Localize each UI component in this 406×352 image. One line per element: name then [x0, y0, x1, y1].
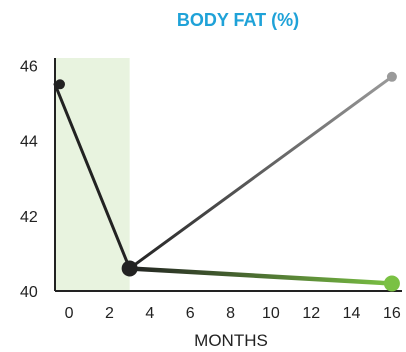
y-tick-label: 40 — [20, 284, 38, 301]
x-tick-label: 12 — [302, 305, 320, 322]
x-tick-labels: 0 2 4 6 8 10 12 14 16 — [65, 305, 401, 322]
point-month-16-green — [383, 275, 400, 292]
chart-title: BODY FAT (%) — [177, 10, 299, 30]
y-tick-labels: 40 42 44 46 — [20, 59, 38, 301]
x-tick-label: 6 — [186, 305, 195, 322]
x-axis-label: MONTHS — [194, 331, 268, 350]
series-line-3 — [127, 266, 395, 286]
y-tick-label: 46 — [20, 59, 38, 76]
y-tick-label: 42 — [20, 209, 38, 226]
x-tick-label: 16 — [383, 305, 401, 322]
point-start — [55, 79, 65, 90]
data-points — [55, 71, 400, 292]
point-month-16-gray — [386, 71, 397, 82]
series-line-2 — [128, 75, 394, 270]
y-tick-label: 44 — [20, 134, 38, 151]
x-tick-label: 8 — [226, 305, 235, 322]
series-line-1 — [53, 82, 132, 270]
x-tick-label: 2 — [105, 305, 114, 322]
point-month-3 — [121, 260, 138, 277]
x-tick-label: 10 — [262, 305, 280, 322]
series-lines — [53, 75, 395, 286]
x-tick-label: 4 — [145, 305, 154, 322]
x-tick-label: 14 — [343, 305, 361, 322]
x-tick-label: 0 — [65, 305, 74, 322]
